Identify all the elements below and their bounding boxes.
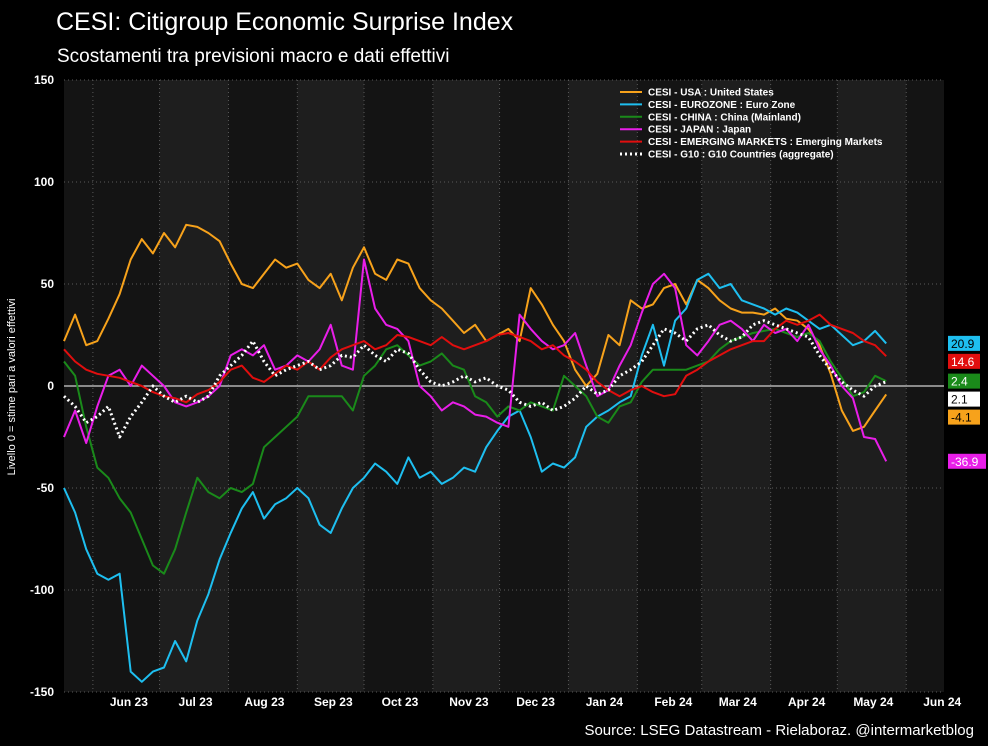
- series-line-2: [63, 327, 887, 575]
- series-line-3: [63, 258, 888, 462]
- series-lines: [62, 223, 888, 683]
- y-tick-label: 50: [41, 277, 55, 291]
- x-tick-label: Feb 24: [654, 695, 692, 709]
- y-tick-label: 0: [47, 379, 54, 393]
- badge-bg-5: [948, 391, 980, 407]
- x-tick-label: Sep 23: [314, 695, 353, 709]
- badge-bg-3: [948, 453, 986, 469]
- chart-subtitle: Scostamenti tra previsioni macro e dati …: [57, 46, 450, 67]
- legend-label-0: CESI - USA : United States: [648, 88, 774, 99]
- y-tick-label: 150: [34, 73, 54, 87]
- legend-label-2: CESI - CHINA : China (Mainland): [648, 112, 801, 123]
- series-line-4: [63, 313, 887, 404]
- legend-label-1: CESI - EUROZONE : Euro Zone: [648, 100, 796, 111]
- x-tick-label: Jan 24: [586, 695, 624, 709]
- series-line-5: [62, 319, 887, 439]
- x-ticks: Jun 23 Jul 23 Aug 23 Sep 23 Oct 23 Nov 23 Dec …: [110, 695, 962, 709]
- badge-bg-1: [948, 335, 980, 351]
- x-tick-label: Mar 24: [719, 695, 757, 709]
- y-ticks: 150 100 50 0 -50 -100 -150: [30, 73, 54, 699]
- badge-bg-2: [948, 373, 980, 389]
- badge-bg-4: [948, 353, 980, 369]
- badge-value-1: 20.9: [951, 337, 975, 351]
- badge-value-0: -4.1: [951, 411, 972, 425]
- badge-value-3: -36.9: [951, 455, 979, 469]
- x-tick-label: Nov 23: [449, 695, 489, 709]
- x-tick-label: Jun 23: [110, 695, 148, 709]
- series-line-1: [63, 272, 887, 683]
- last-value-badges: 20.9 14.6 2.4 2.1 -4.1 -36.9: [948, 335, 986, 469]
- y-tick-label: -100: [30, 583, 54, 597]
- badge-value-2: 2.4: [951, 375, 968, 389]
- chart-title: CESI: Citigroup Economic Surprise Index: [56, 8, 514, 36]
- y-tick-label: 100: [34, 175, 54, 189]
- badge-value-4: 14.6: [951, 355, 975, 369]
- legend-label-5: CESI - G10 : G10 Countries (aggregate): [648, 150, 834, 161]
- legend-label-4: CESI - EMERGING MARKETS : Emerging Marke…: [648, 137, 883, 148]
- source-note: Source: LSEG Datastream - Rielaboraz. @i…: [584, 722, 974, 739]
- x-tick-label: Apr 24: [788, 695, 826, 709]
- x-tick-label: Dec 23: [516, 695, 555, 709]
- badge-value-5: 2.1: [951, 393, 968, 407]
- badge-bg-0: [948, 409, 980, 425]
- legend-label-3: CESI - JAPAN : Japan: [648, 125, 751, 136]
- series-line-0: [63, 223, 888, 432]
- y-tick-label: -150: [30, 685, 54, 699]
- x-tick-label: Jun 24: [923, 695, 961, 709]
- x-tick-label: Aug 23: [244, 695, 284, 709]
- x-tick-label: May 24: [853, 695, 893, 709]
- y-tick-label: -50: [37, 481, 55, 495]
- x-tick-label: Jul 23: [179, 695, 213, 709]
- x-tick-label: Oct 23: [382, 695, 419, 709]
